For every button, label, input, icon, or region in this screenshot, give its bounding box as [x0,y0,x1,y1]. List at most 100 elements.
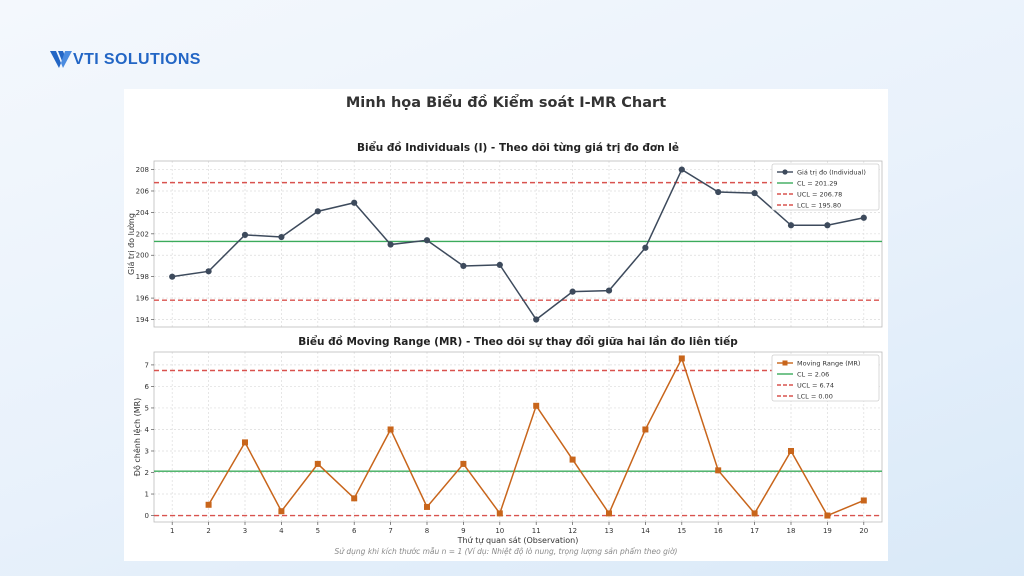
x-tick-label: 19 [823,527,832,535]
data-point [860,497,867,504]
data-point [533,402,540,409]
data-point [715,467,722,474]
imr-chart-svg: Minh họa Biểu đồ Kiểm soát I-MR Chart Sử… [126,94,883,556]
legend-label: Moving Range (MR) [797,360,860,368]
x-tick-label: 2 [206,527,210,535]
x-tick-label: 17 [750,527,759,535]
data-point [387,241,394,248]
x-tick-label: 16 [714,527,723,535]
x-tick-label: 14 [641,527,650,535]
data-point [278,508,285,515]
data-point [533,316,540,323]
data-point [678,355,685,362]
data-point [314,208,321,215]
x-tick-label: 11 [532,527,541,535]
data-point [642,244,649,251]
data-point [278,233,285,241]
data-point [387,426,394,433]
data-point [424,503,430,510]
x-tick-label: 9 [461,527,465,535]
panel-title: Biểu đồ Individuals (I) - Theo dõi từng … [357,141,679,154]
legend-box [771,163,880,211]
legend-label: LCL = 195.80 [797,202,841,210]
data-point [169,273,176,280]
series-line [172,168,864,321]
y-tick-label: 3 [145,447,149,455]
legend-label: LCL = 0.00 [797,393,833,401]
data-point [241,231,249,238]
data-point [824,512,831,519]
y-tick-label: 6 [145,383,150,391]
data-point [642,426,649,433]
x-tick-label: 5 [316,527,320,535]
data-point [678,166,685,173]
data-point [824,222,831,229]
logo-mark-icon [50,51,72,68]
legend-box [771,354,880,402]
y-tick-label: 1 [145,491,149,499]
figure-suptitle: Minh họa Biểu đồ Kiểm soát I-MR Chart [346,94,666,111]
legend: Moving Range (MR) CL = 2.06 UCL = 6.74 LCL … [771,354,880,402]
y-tick-label: 2 [145,469,149,477]
legend-label: CL = 2.06 [797,371,829,379]
x-tick-label: 18 [787,527,796,535]
data-point [423,237,431,244]
data-point [787,222,795,229]
x-tick-label: 8 [425,527,429,535]
x-tick-label: 1 [170,527,174,535]
data-point [751,510,758,517]
legend-label: UCL = 6.74 [797,382,834,390]
y-tick-label: 7 [145,361,149,369]
x-tick-label: 4 [279,527,284,535]
x-tick-label: 3 [243,527,247,535]
legend-label: CL = 201.29 [797,180,837,188]
legend: Giá trị đo (Individual) CL = 201.29 UCL = … [771,163,880,211]
data-point [606,510,612,517]
y-tick-label: 200 [136,252,149,260]
y-tick-label: 194 [136,316,150,324]
brand-name: VTI SOLUTIONS [73,51,201,68]
chart-figure: Minh họa Biểu đồ Kiểm soát I-MR Chart Sử… [124,89,888,561]
data-point [788,447,794,454]
figure-footnote: Sử dụng khi kích thước mẫu n = 1 (Ví dụ:… [335,547,678,556]
data-point [314,460,321,467]
y-axis-label: Độ chênh lệch (MR) [132,398,142,477]
plot-frame [153,160,883,328]
y-axis-label: Giá trị đo lường [126,213,137,275]
x-tick-label: 10 [495,527,504,535]
legend-label: Giá trị đo (Individual) [797,169,866,177]
x-tick-label: 15 [677,527,686,535]
panel-title: Biểu đồ Moving Range (MR) - Theo dõi sự … [298,335,738,348]
y-tick-label: 198 [136,273,149,281]
x-axis-label: Thứ tự quan sát (Observation) [457,536,579,546]
data-point [751,190,758,197]
legend-marker [782,360,788,366]
data-point [205,501,212,508]
data-point [351,495,358,502]
panel-1: 194 196 198 200 202 204 206 208 Biểu đồ Individu… [126,141,883,328]
x-tick-label: 20 [859,527,868,535]
brand-logo: VTI SOLUTIONS [50,50,201,70]
y-tick-label: 206 [136,187,150,195]
data-point [605,287,613,294]
data-point [569,456,576,463]
data-point [715,188,722,196]
x-tick-label: 12 [568,527,577,535]
y-tick-label: 4 [145,426,150,434]
data-point [351,199,358,206]
y-tick-label: 204 [136,209,150,217]
data-point [242,439,248,446]
data-point [205,268,212,275]
data-point [860,214,867,221]
data-point [460,460,467,467]
y-tick-label: 5 [145,404,149,412]
legend-marker [782,169,788,175]
data-point [496,510,503,517]
plot-frame [153,351,883,523]
x-tick-label: 7 [388,527,392,535]
y-tick-label: 196 [136,295,150,303]
data-point [460,262,467,270]
x-tick-label: 13 [605,527,614,535]
x-tick-label: 6 [352,527,357,535]
y-tick-label: 0 [145,512,149,520]
